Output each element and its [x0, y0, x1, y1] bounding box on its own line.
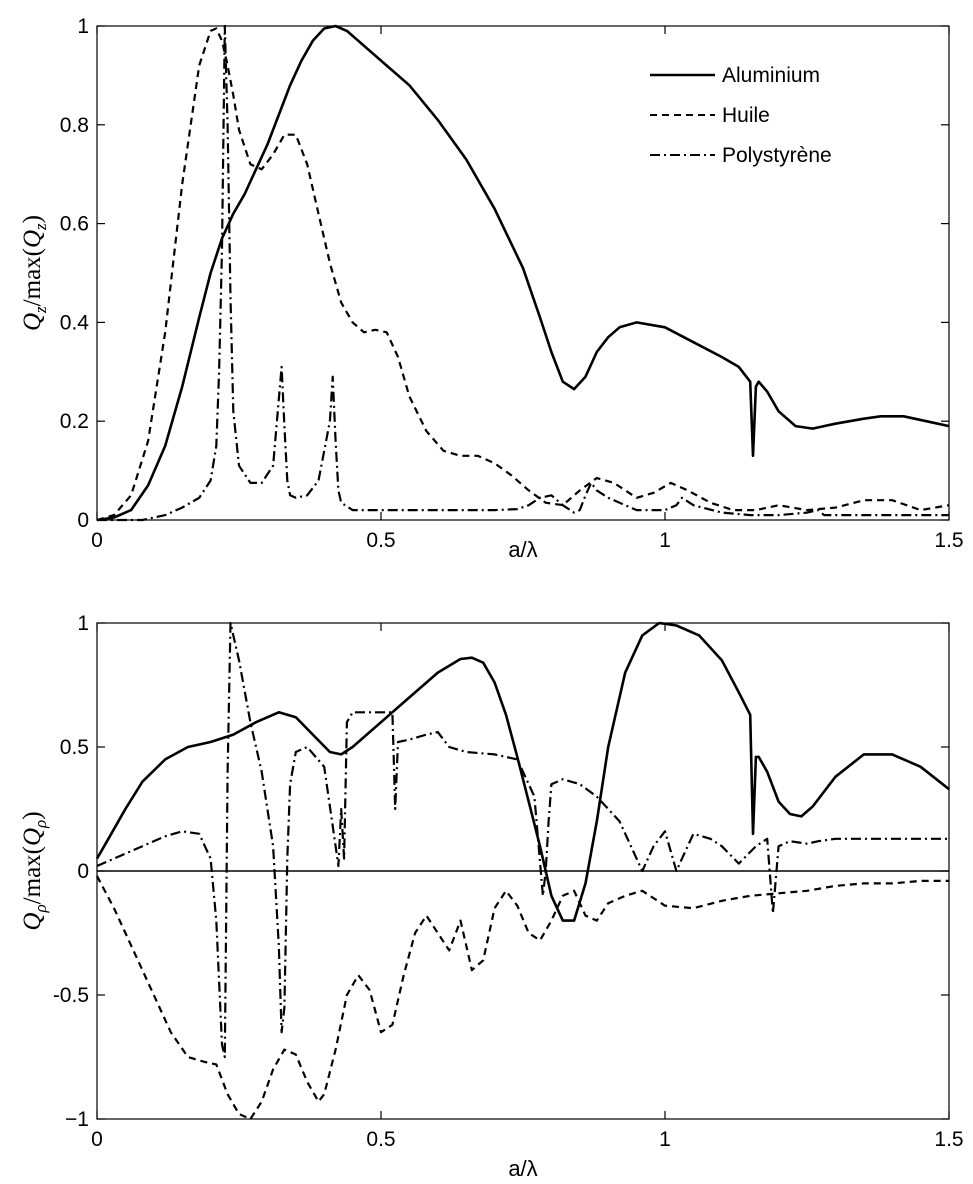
y-tick-label: 1	[77, 15, 89, 38]
x-tick-label: 1.5	[934, 1128, 963, 1151]
y-tick-label: -0.5	[53, 984, 89, 1007]
y-tick-label: 0.4	[60, 311, 90, 334]
top-axis-ticks: 0 0.5 1 1.5 0 0.2 0.4 0.6 0.8 1	[60, 15, 964, 552]
top-plot-panel: 0 0.5 1 1.5 0 0.2 0.4 0.6 0.8 1 a/λ Qz/max(Qz) Al…	[19, 15, 964, 562]
y-tick-label: 0.2	[60, 410, 89, 433]
series-line-huile	[96, 875, 949, 1121]
series-line-polystyrene	[97, 24, 949, 522]
series-line-polystyrene	[96, 621, 949, 1059]
x-tick-label: 0	[91, 529, 103, 552]
x-tick-label: 0.5	[366, 1128, 395, 1151]
x-tick-label: 1.5	[934, 529, 963, 552]
y-axis-label: Qρ/max(Qρ)	[19, 811, 50, 930]
x-axis-label: a/λ	[508, 537, 537, 562]
series-line-aluminium	[95, 621, 950, 922]
y-axis-label: Qz/max(Qz)	[19, 215, 50, 331]
legend-label-aluminium: Aluminium	[722, 64, 820, 87]
x-tick-label: 0	[91, 1128, 103, 1151]
y-tick-label: 0.5	[60, 736, 89, 759]
x-tick-label: 1	[659, 1128, 671, 1151]
x-tick-label: 1	[659, 529, 671, 552]
x-tick-label: 0.5	[366, 529, 395, 552]
legend-label-huile: Huile	[722, 104, 770, 127]
plot-area-frame	[96, 25, 950, 521]
legend: Aluminium Huile Polystyrène	[650, 64, 832, 167]
y-tick-label: 0.8	[60, 114, 89, 137]
bottom-series-group	[95, 621, 950, 1121]
y-tick-label: 1	[77, 612, 89, 635]
y-tick-label: 0	[77, 860, 89, 883]
series-line-huile	[96, 27, 950, 522]
legend-label-polystyrene: Polystyrène	[722, 144, 832, 167]
x-axis-label: a/λ	[508, 1156, 537, 1181]
y-tick-label: −1	[65, 1108, 89, 1131]
y-tick-label: 0.6	[60, 213, 89, 236]
series-line-aluminium	[96, 24, 950, 522]
bottom-plot-panel: 0 0.5 1 1.5 −1 -0.5 0 0.5 1 a/λ Qρ/max(Qρ)	[19, 612, 964, 1181]
top-series-group	[96, 24, 950, 522]
y-tick-label: 0	[77, 509, 89, 532]
